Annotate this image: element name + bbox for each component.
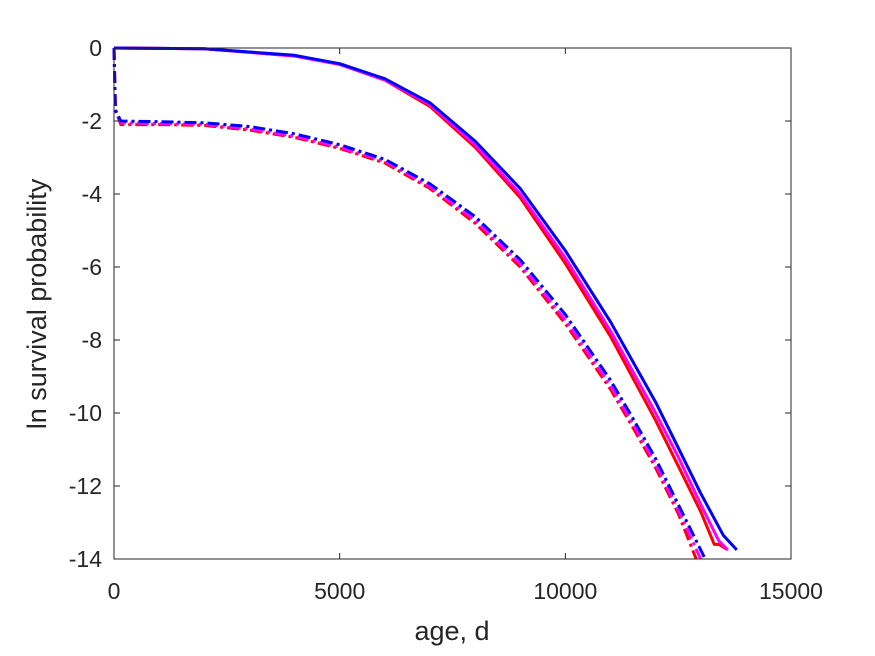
y-tick-label: -6: [82, 254, 102, 280]
series-line-5: [112, 47, 703, 560]
y-tick-label: -2: [82, 108, 102, 134]
series-lines: [112, 46, 738, 560]
axis-ticks: 0 5000 10000 15000 0 -2 -4 -6 -8 -10 -12 -14: [69, 35, 823, 604]
series-line-6: [112, 47, 707, 560]
series-line-3: [113, 46, 738, 551]
x-tick-label: 15000: [759, 578, 823, 604]
x-tick-label: 5000: [314, 578, 365, 604]
x-axis-label: age, d: [414, 616, 489, 646]
y-tick-label: -10: [69, 400, 102, 426]
x-tick-label: 10000: [533, 578, 597, 604]
x-tick-label: 0: [108, 578, 121, 604]
y-axis-label: ln survival probability: [22, 178, 52, 429]
y-tick-label: -8: [82, 327, 102, 353]
y-tick-label: 0: [89, 35, 102, 61]
y-tick-label: -4: [82, 181, 103, 207]
y-tick-label: -12: [69, 473, 102, 499]
series-line-4: [112, 47, 698, 560]
y-tick-label: -14: [69, 546, 102, 572]
plot-frame: [113, 47, 792, 560]
